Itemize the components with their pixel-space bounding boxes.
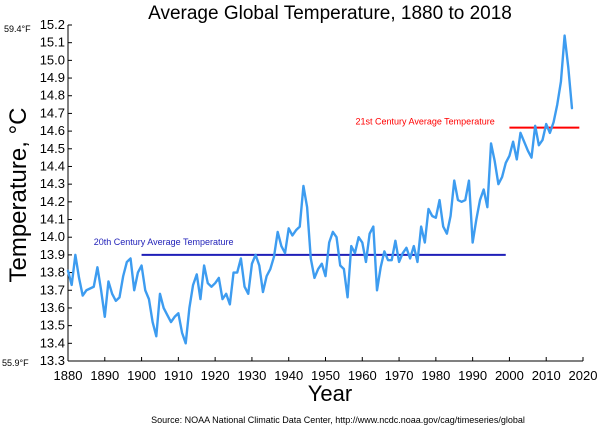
x-tick-label: 1950 [311, 368, 340, 383]
reference-label-21st-century: 21st Century Average Temperature [355, 117, 494, 127]
y-tick-label: 14.4 [40, 158, 65, 173]
y-tick-label: 13.5 [40, 318, 65, 333]
x-tick-label: 2010 [532, 368, 561, 383]
y-tick-label: 13.9 [40, 247, 65, 262]
y-tick-label: 15.2 [40, 17, 65, 32]
x-axis-label: Year [308, 381, 352, 406]
fahrenheit-bottom-label: 55.9°F [2, 358, 29, 368]
plot-area: 13.3 13.4 13.5 13.6 13.7 13.8 13.9 14.0 14.1 14.2… [40, 17, 598, 383]
temperature-series-line [66, 34, 574, 345]
y-tick-label: 14.1 [40, 212, 65, 227]
fahrenheit-top-label: 59.4°F [4, 24, 31, 34]
y-tick-label: 14.8 [40, 88, 65, 103]
y-tick-label: 14.7 [40, 105, 65, 120]
y-tick-label: 13.4 [40, 335, 65, 350]
y-tick-label: 14.2 [40, 194, 65, 209]
y-axis-label: Temperature, °C [5, 108, 32, 283]
x-tick-label: 1980 [421, 368, 450, 383]
x-tick-label: 1960 [348, 368, 377, 383]
y-tick-label: 14.3 [40, 176, 65, 191]
x-tick-label: 1970 [385, 368, 414, 383]
y-tick-label: 13.7 [40, 282, 65, 297]
x-tick-label: 2000 [495, 368, 524, 383]
y-tick-label: 13.6 [40, 300, 65, 315]
y-tick-label: 13.3 [40, 353, 65, 368]
y-tick-label: 14.9 [40, 70, 65, 85]
reference-label-20th-century: 20th Century Average Temperature [94, 237, 234, 247]
x-tick-label: 1990 [458, 368, 487, 383]
x-tick-label: 1930 [237, 368, 266, 383]
y-tick-label: 15.0 [40, 52, 65, 67]
x-tick-label: 1880 [54, 368, 83, 383]
source-note: Source: NOAA National Climatic Data Cent… [151, 415, 525, 425]
y-tick-label: 14.6 [40, 123, 65, 138]
chart-title: Average Global Temperature, 1880 to 2018 [148, 3, 512, 24]
x-tick-label: 1900 [127, 368, 156, 383]
x-tick-label: 1940 [274, 368, 303, 383]
y-tick-label: 13.8 [40, 265, 65, 280]
y-tick-label: 14.0 [40, 229, 65, 244]
y-tick-label: 14.5 [40, 141, 65, 156]
x-tick-label: 1920 [201, 368, 230, 383]
x-tick-label: 2020 [569, 368, 598, 383]
x-tick-label: 1910 [164, 368, 193, 383]
y-tick-label: 15.1 [40, 35, 65, 50]
x-tick-label: 1890 [90, 368, 119, 383]
